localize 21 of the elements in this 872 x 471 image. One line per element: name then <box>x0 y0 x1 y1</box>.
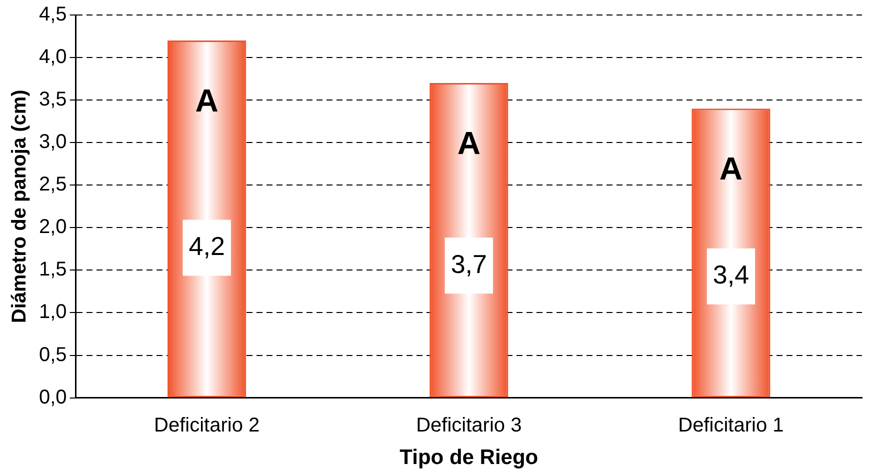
y-tick-label: 2,5 <box>38 174 67 196</box>
x-tick-label: Deficitario 2 <box>154 414 260 436</box>
data-label: 3,7 <box>450 248 487 279</box>
y-tick-label: 3,0 <box>38 131 67 154</box>
annotation: A <box>719 150 743 186</box>
y-tick-label: 1,0 <box>38 301 67 324</box>
data-label: 3,4 <box>712 259 750 290</box>
x-tick-label: Deficitario 3 <box>416 414 522 436</box>
y-tick-label: 4,0 <box>38 46 67 68</box>
y-tick-label: 0,0 <box>38 386 67 408</box>
y-tick-label: 0,5 <box>38 344 67 366</box>
y-tick-label: 1,5 <box>38 258 67 281</box>
annotation: A <box>457 124 480 161</box>
data-label: 4,2 <box>188 230 225 261</box>
x-axis-title: Tipo de Riego <box>400 446 538 470</box>
y-tick-label: 3,5 <box>38 88 67 111</box>
annotation: A <box>195 82 218 118</box>
y-axis-title: Diámetro de panoja (cm) <box>8 90 31 324</box>
y-tick-label: 4,5 <box>38 4 67 26</box>
y-tick-label: 2,0 <box>38 216 67 238</box>
x-tick-label: Deficitario 1 <box>678 414 784 436</box>
